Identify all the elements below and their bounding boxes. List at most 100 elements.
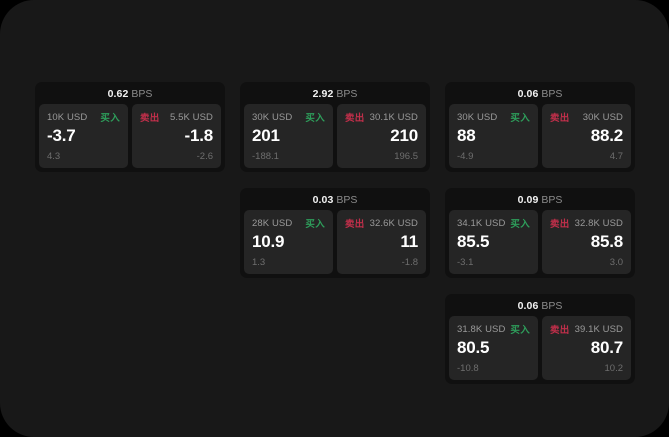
sell-size-label: 32.6K USD xyxy=(369,217,418,229)
sell-size-label: 39.1K USD xyxy=(574,323,623,335)
sell-panel-header: 卖出 30K USD xyxy=(550,111,623,125)
bps-unit: BPS xyxy=(336,88,358,100)
buy-price-value: 88 xyxy=(457,126,476,145)
buy-panel-header: 31.8K USD 买入 xyxy=(457,323,530,337)
buy-panel-header: 28K USD 买入 xyxy=(252,217,325,231)
buy-action-label: 买入 xyxy=(510,219,530,230)
buy-action-label: 买入 xyxy=(305,113,325,124)
buy-panel[interactable]: 10K USD 买入 -3.7 4.3 xyxy=(39,104,128,168)
card-header: 0.06 BPS xyxy=(445,82,635,104)
card-header: 0.62 BPS xyxy=(35,82,225,104)
sell-panel[interactable]: 卖出 32.6K USD 11 -1.8 xyxy=(337,210,426,274)
buy-panel-header: 30K USD 买入 xyxy=(457,111,530,125)
card-header: 0.03 BPS xyxy=(240,188,430,210)
buy-panel[interactable]: 30K USD 买入 88 -4.9 xyxy=(449,104,538,168)
buy-action-label: 买入 xyxy=(510,325,530,336)
buy-size-label: 30K USD xyxy=(252,111,293,123)
quote-card[interactable]: 0.06 BPS 31.8K USD 买入 80.5 -10.8 卖出 xyxy=(445,294,635,384)
buy-price-value: 201 xyxy=(252,126,280,145)
buy-price-value: 85.5 xyxy=(457,232,490,251)
sell-price-value: 85.8 xyxy=(590,232,623,251)
buy-delta-value: -3.1 xyxy=(457,257,474,268)
card-body: 10K USD 买入 -3.7 4.3 卖出 5.5K USD -1.8 -2.… xyxy=(39,104,221,168)
card-body: 31.8K USD 买入 80.5 -10.8 卖出 39.1K USD 80.… xyxy=(449,316,631,380)
sell-action-label: 卖出 xyxy=(550,325,570,336)
buy-size-label: 10K USD xyxy=(47,111,88,123)
bps-value: 0.03 xyxy=(312,194,334,206)
bps-value: 2.92 xyxy=(312,88,334,100)
sell-delta-value: -2.6 xyxy=(196,151,213,162)
quote-card[interactable]: 0.06 BPS 30K USD 买入 88 -4.9 卖出 xyxy=(445,82,635,172)
card-header: 2.92 BPS xyxy=(240,82,430,104)
sell-size-label: 32.8K USD xyxy=(574,217,623,229)
bps-unit: BPS xyxy=(541,194,563,206)
card-body: 30K USD 买入 88 -4.9 卖出 30K USD 88.2 4.7 xyxy=(449,104,631,168)
card-header: 0.09 BPS xyxy=(445,188,635,210)
card-body: 30K USD 买入 201 -188.1 卖出 30.1K USD 210 1… xyxy=(244,104,426,168)
buy-delta-value: 1.3 xyxy=(252,257,266,268)
buy-action-label: 买入 xyxy=(100,113,120,124)
buy-panel-header: 10K USD 买入 xyxy=(47,111,120,125)
sell-panel[interactable]: 卖出 5.5K USD -1.8 -2.6 xyxy=(132,104,221,168)
sell-price-value: 80.7 xyxy=(590,338,623,357)
buy-price-value: 10.9 xyxy=(252,232,285,251)
quote-card[interactable]: 2.92 BPS 30K USD 买入 201 -188.1 卖出 xyxy=(240,82,430,172)
sell-price-value: 88.2 xyxy=(590,126,623,145)
bps-value: 0.06 xyxy=(517,88,539,100)
bps-unit: BPS xyxy=(541,300,563,312)
bps-unit: BPS xyxy=(336,194,358,206)
buy-panel-header: 34.1K USD 买入 xyxy=(457,217,530,231)
buy-panel[interactable]: 34.1K USD 买入 85.5 -3.1 xyxy=(449,210,538,274)
sell-delta-value: -1.8 xyxy=(401,257,418,268)
sell-delta-value: 10.2 xyxy=(604,363,624,374)
sell-panel-header: 卖出 30.1K USD xyxy=(345,111,418,125)
sell-delta-value: 3.0 xyxy=(609,257,623,268)
buy-panel-header: 30K USD 买入 xyxy=(252,111,325,125)
buy-size-label: 28K USD xyxy=(252,217,293,229)
card-header: 0.06 BPS xyxy=(445,294,635,316)
card-body: 34.1K USD 买入 85.5 -3.1 卖出 32.8K USD 85.8… xyxy=(449,210,631,274)
quote-board: 0.62 BPS 10K USD 买入 -3.7 4.3 卖出 xyxy=(35,82,635,392)
sell-panel[interactable]: 卖出 32.8K USD 85.8 3.0 xyxy=(542,210,631,274)
card-body: 28K USD 买入 10.9 1.3 卖出 32.6K USD 11 -1.8 xyxy=(244,210,426,274)
buy-panel[interactable]: 28K USD 买入 10.9 1.3 xyxy=(244,210,333,274)
buy-delta-value: -4.9 xyxy=(457,151,474,162)
sell-price-value: 11 xyxy=(400,232,418,251)
quote-card[interactable]: 0.62 BPS 10K USD 买入 -3.7 4.3 卖出 xyxy=(35,82,225,172)
buy-action-label: 买入 xyxy=(510,113,530,124)
sell-panel[interactable]: 卖出 39.1K USD 80.7 10.2 xyxy=(542,316,631,380)
sell-panel-header: 卖出 5.5K USD xyxy=(140,111,213,125)
buy-action-label: 买入 xyxy=(305,219,325,230)
quote-card[interactable]: 0.09 BPS 34.1K USD 买入 85.5 -3.1 卖出 xyxy=(445,188,635,278)
buy-panel[interactable]: 30K USD 买入 201 -188.1 xyxy=(244,104,333,168)
sell-panel-header: 卖出 32.8K USD xyxy=(550,217,623,231)
quote-column: 2.92 BPS 30K USD 买入 201 -188.1 卖出 xyxy=(240,82,430,294)
sell-size-label: 5.5K USD xyxy=(169,111,213,123)
sell-action-label: 卖出 xyxy=(345,113,365,124)
sell-size-label: 30K USD xyxy=(582,111,623,123)
buy-size-label: 31.8K USD xyxy=(457,323,506,335)
sell-action-label: 卖出 xyxy=(345,219,365,230)
buy-price-value: -3.7 xyxy=(47,126,76,145)
buy-size-label: 30K USD xyxy=(457,111,498,123)
buy-delta-value: -188.1 xyxy=(252,151,279,162)
quote-column: 0.06 BPS 30K USD 买入 88 -4.9 卖出 xyxy=(445,82,635,400)
quote-card[interactable]: 0.03 BPS 28K USD 买入 10.9 1.3 卖出 xyxy=(240,188,430,278)
sell-panel[interactable]: 卖出 30.1K USD 210 196.5 xyxy=(337,104,426,168)
buy-panel[interactable]: 31.8K USD 买入 80.5 -10.8 xyxy=(449,316,538,380)
bps-value: 0.06 xyxy=(517,300,539,312)
sell-action-label: 卖出 xyxy=(140,113,160,124)
bps-unit: BPS xyxy=(131,88,153,100)
sell-panel-header: 卖出 39.1K USD xyxy=(550,323,623,337)
bps-value: 0.09 xyxy=(517,194,539,206)
sell-action-label: 卖出 xyxy=(550,219,570,230)
sell-size-label: 30.1K USD xyxy=(369,111,418,123)
quote-column: 0.62 BPS 10K USD 买入 -3.7 4.3 卖出 xyxy=(35,82,225,188)
sell-action-label: 卖出 xyxy=(550,113,570,124)
sell-delta-value: 4.7 xyxy=(609,151,623,162)
sell-price-value: -1.8 xyxy=(184,126,214,145)
sell-panel[interactable]: 卖出 30K USD 88.2 4.7 xyxy=(542,104,631,168)
bps-value: 0.62 xyxy=(107,88,129,100)
buy-price-value: 80.5 xyxy=(457,338,490,357)
